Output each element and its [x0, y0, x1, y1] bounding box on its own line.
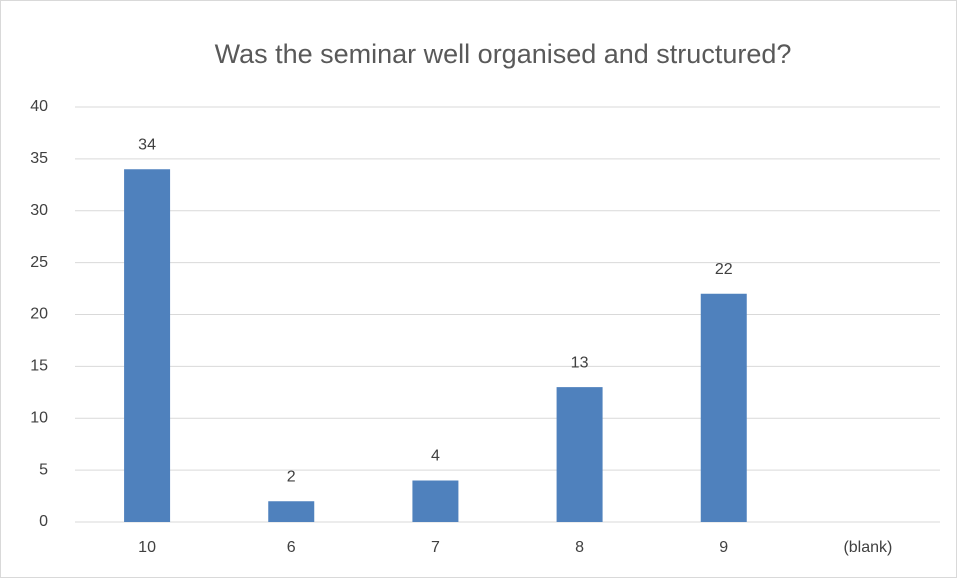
- y-tick-label: 40: [30, 98, 48, 115]
- x-tick-label: (blank): [843, 539, 892, 556]
- y-tick-label: 0: [39, 513, 48, 530]
- x-tick-label: 6: [287, 539, 296, 556]
- data-label: 2: [287, 468, 296, 485]
- y-tick-label: 30: [30, 202, 48, 219]
- x-tick-label: 7: [431, 539, 440, 556]
- data-label: 13: [571, 354, 589, 371]
- bar: [268, 501, 315, 522]
- y-tick-label: 25: [30, 254, 48, 271]
- bar: [700, 293, 747, 522]
- x-tick-label: 9: [719, 539, 728, 556]
- bar: [556, 387, 603, 522]
- data-label: 34: [138, 136, 156, 153]
- x-tick-label: 10: [138, 539, 156, 556]
- y-tick-label: 15: [30, 358, 48, 375]
- y-tick-label: 5: [39, 461, 48, 478]
- chart-title: Was the seminar well organised and struc…: [215, 39, 792, 69]
- x-tick-label: 8: [575, 539, 584, 556]
- data-label: 22: [715, 261, 733, 278]
- data-label: 4: [431, 448, 440, 465]
- y-tick-label: 35: [30, 150, 48, 167]
- bar: [124, 169, 171, 522]
- bar: [412, 480, 459, 522]
- y-tick-label: 10: [30, 409, 48, 426]
- y-tick-label: 20: [30, 306, 48, 323]
